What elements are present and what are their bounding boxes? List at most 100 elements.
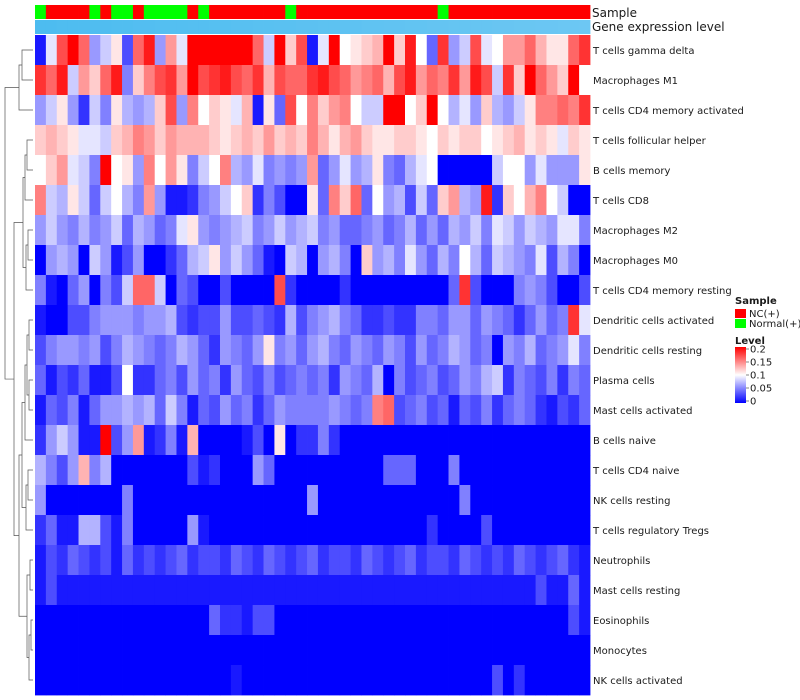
- heatmap-cell: [317, 575, 330, 606]
- heatmap-cell: [187, 305, 199, 336]
- heatmap-cell: [459, 335, 471, 366]
- heatmap-cell: [220, 65, 232, 96]
- heatmap-cell: [492, 275, 504, 306]
- heatmap-cell: [78, 575, 90, 606]
- heatmap-cell: [535, 635, 547, 666]
- heatmap-cell: [557, 65, 569, 96]
- heatmap-cell: [209, 365, 221, 396]
- heatmap-cell: [579, 425, 591, 456]
- heatmap-cell: [252, 635, 264, 666]
- heatmap-cell: [176, 515, 188, 546]
- heatmap-cell: [220, 125, 232, 156]
- heatmap-cell: [67, 95, 79, 126]
- heatmap-cell: [198, 305, 210, 336]
- heatmap-cell: [143, 155, 156, 186]
- sample-annotation-cell: [67, 5, 79, 19]
- heatmap-cell: [502, 155, 515, 186]
- heatmap-cell: [328, 545, 341, 576]
- heatmap-cell: [78, 455, 90, 486]
- heatmap-cell: [78, 335, 90, 366]
- heatmap-cell: [339, 335, 351, 366]
- heatmap-cell: [339, 35, 351, 66]
- heatmap-cell: [568, 185, 580, 216]
- heatmap-cell: [198, 485, 210, 516]
- heatmap-cell: [372, 125, 384, 156]
- dendrogram-branch: [18, 64, 33, 111]
- heatmap-cell: [252, 35, 264, 66]
- heatmap-cell: [415, 35, 428, 66]
- heatmap-cell: [67, 425, 79, 456]
- heatmap-cell: [513, 605, 526, 636]
- heatmap-cell: [426, 155, 439, 186]
- heatmap-cell: [448, 305, 460, 336]
- heatmap-cell: [198, 65, 210, 96]
- dendrogram-branch: [26, 139, 33, 171]
- heatmap-cell: [459, 275, 471, 306]
- heatmap-cell: [405, 65, 417, 96]
- heatmap-cell: [274, 245, 286, 276]
- heatmap-cell: [154, 335, 166, 366]
- dendrogram-branch: [27, 469, 33, 501]
- heatmap-cell: [481, 215, 493, 246]
- heatmap-cell: [372, 245, 384, 276]
- heatmap-cell: [383, 155, 395, 186]
- heatmap-cell: [328, 665, 341, 696]
- heatmap-cell: [502, 35, 515, 66]
- heatmap-cell: [383, 215, 395, 246]
- heatmap-cell: [481, 95, 493, 126]
- heatmap-cell: [67, 155, 79, 186]
- heatmap-cell: [535, 545, 547, 576]
- heatmap-cell: [339, 635, 351, 666]
- heatmap-cell: [339, 545, 351, 576]
- gene-expression-annotation-cell: [176, 20, 188, 34]
- heatmap-cell: [394, 305, 406, 336]
- heatmap-cell: [524, 35, 536, 66]
- heatmap-cell: [535, 365, 547, 396]
- heatmap-cell: [568, 245, 580, 276]
- heatmap-cell: [209, 35, 221, 66]
- heatmap-cell: [535, 665, 547, 696]
- heatmap-cell: [187, 65, 199, 96]
- heatmap-cell: [546, 365, 558, 396]
- sample-annotation-cell: [339, 5, 351, 19]
- heatmap-cell: [557, 275, 569, 306]
- heatmap-cell: [285, 155, 297, 186]
- heatmap-cell: [89, 515, 101, 546]
- heatmap-cell: [176, 365, 188, 396]
- heatmap-cell: [274, 275, 286, 306]
- heatmap-cell: [176, 635, 188, 666]
- sample-annotation-cell: [307, 5, 319, 19]
- heatmap-cell: [394, 515, 406, 546]
- heatmap-cell: [415, 635, 428, 666]
- heatmap-cell: [78, 305, 90, 336]
- heatmap-cell: [132, 485, 145, 516]
- heatmap-cell: [111, 455, 123, 486]
- heatmap-cell: [111, 215, 123, 246]
- heatmap-cell: [459, 395, 471, 426]
- heatmap-cell: [274, 335, 286, 366]
- heatmap-cell: [459, 155, 471, 186]
- heatmap-cell: [328, 125, 341, 156]
- heatmap-cell: [470, 455, 482, 486]
- row-label: Eosinophils: [593, 616, 649, 627]
- heatmap-cell: [361, 395, 373, 426]
- heatmap-cell: [111, 155, 123, 186]
- heatmap-cell: [252, 215, 264, 246]
- heatmap-cell: [263, 485, 275, 516]
- heatmap-cell: [317, 275, 330, 306]
- heatmap-cell: [165, 425, 177, 456]
- heatmap-cell: [579, 95, 591, 126]
- heatmap-cell: [187, 245, 199, 276]
- heatmap-cell: [274, 305, 286, 336]
- heatmap-cell: [143, 425, 156, 456]
- heatmap-cell: [481, 425, 493, 456]
- heatmap-cell: [230, 305, 243, 336]
- heatmap-cell: [56, 335, 69, 366]
- heatmap-cell: [176, 545, 188, 576]
- heatmap-cell: [383, 125, 395, 156]
- heatmap-cell: [405, 125, 417, 156]
- heatmap-cell: [470, 365, 482, 396]
- heatmap-cell: [45, 545, 58, 576]
- gene-expression-annotation-cell: [252, 20, 264, 34]
- heatmap-cell: [56, 185, 69, 216]
